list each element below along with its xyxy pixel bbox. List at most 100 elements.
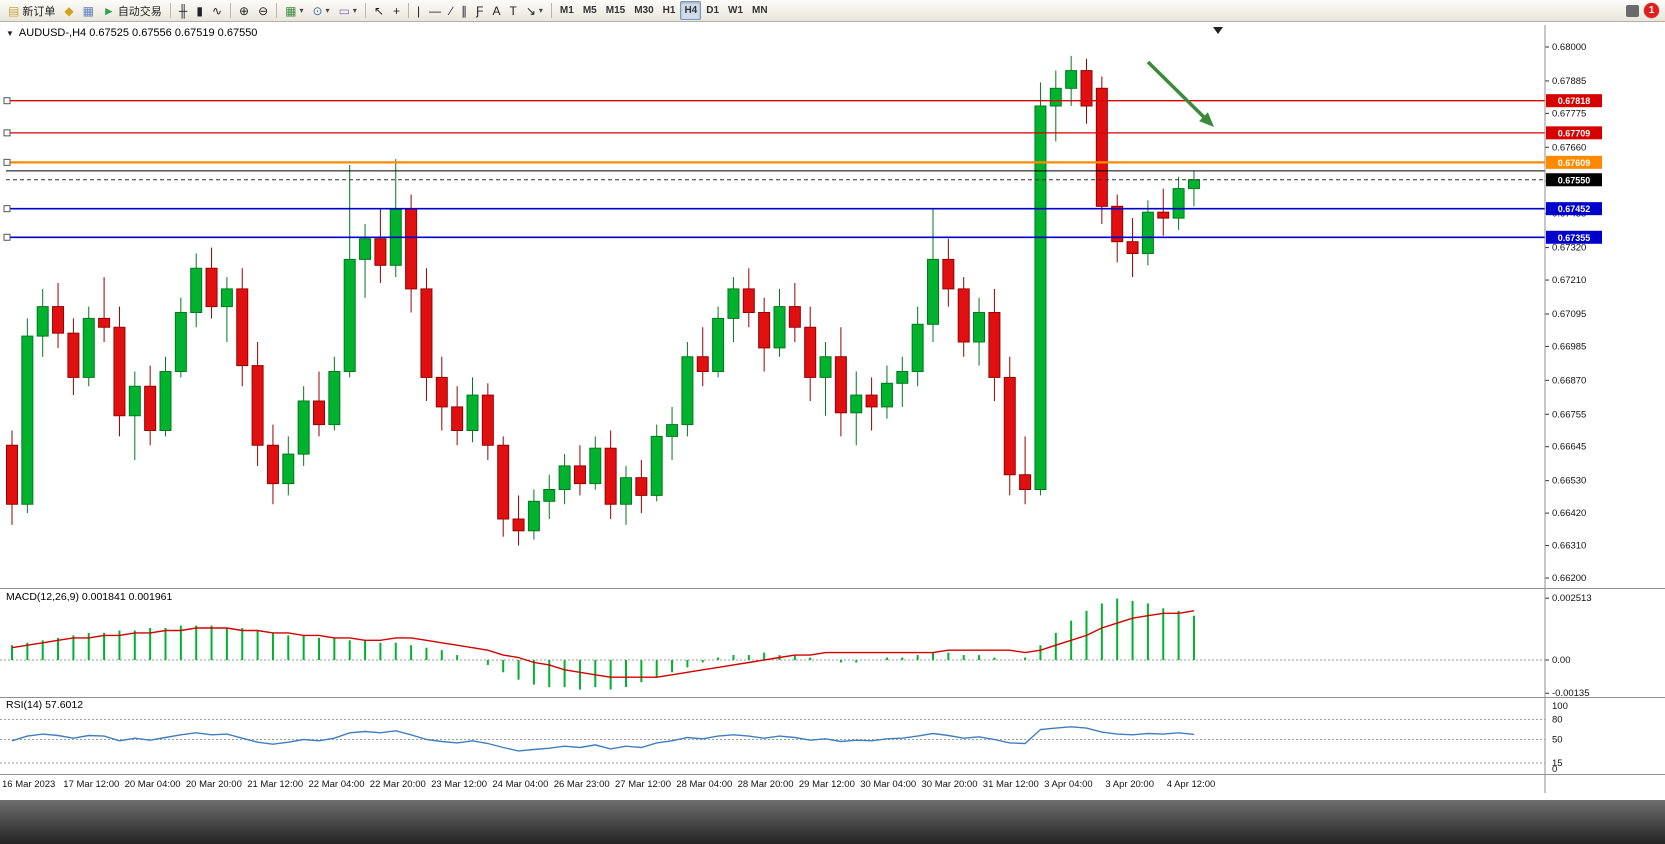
arrows-icon: ↘ [525, 3, 536, 18]
market-depth-button[interactable]: ▦ [79, 1, 98, 20]
toolbar-separator [230, 3, 231, 18]
horizontal-line-button[interactable]: — [425, 1, 445, 20]
arrow-head-icon [1199, 112, 1214, 127]
svg-text:0.67818: 0.67818 [1558, 96, 1591, 106]
toolbar: ▤ 新订单 ◆ ▦ ► 自动交易 ╫ ▮ ∿ ⊕ ⊖ ▦ ▾ ⊙ ▾ ▭ ▾ ↖ + | — ∕ ∥ Ƒ A T ↘ ▾ M1 M5 M15… [0, 0, 1665, 22]
svg-text:0.67885: 0.67885 [1552, 76, 1586, 87]
shift-marker-icon[interactable] [1213, 27, 1223, 34]
label-icon: T [509, 3, 517, 18]
svg-text:0.66645: 0.66645 [1552, 442, 1586, 453]
text-button[interactable]: A [488, 1, 504, 20]
toolbar-separator [550, 3, 552, 18]
dropdown-caret-icon: ▾ [325, 6, 330, 15]
auto-trading-button[interactable]: ► 自动交易 [99, 1, 166, 20]
profiles-button[interactable]: ⊙ ▾ [308, 1, 333, 20]
profiles-icon: ⊙ [312, 3, 323, 18]
line-handle[interactable] [3, 97, 11, 105]
label-button[interactable]: T [506, 1, 521, 20]
new-order-icon: ▤ [8, 3, 20, 18]
line-chart-icon: ∿ [211, 3, 222, 18]
new-chart-icon: ▦ [285, 3, 297, 18]
svg-text:0: 0 [1552, 764, 1557, 775]
timeframe-button-m15[interactable]: M15 [602, 1, 629, 20]
svg-text:0.66200: 0.66200 [1552, 573, 1586, 584]
vertical-line-icon: | [417, 3, 421, 18]
timeframe-label: MN [752, 5, 768, 16]
line-handle[interactable] [3, 205, 11, 213]
bar-chart-button[interactable]: ╫ [175, 1, 192, 20]
new-chart-button[interactable]: ▦ ▾ [281, 1, 307, 20]
templates-button[interactable]: ▭ ▾ [335, 1, 361, 20]
toolbar-separator [169, 3, 171, 18]
cursor-icon: ↖ [373, 3, 384, 18]
fibonacci-icon: Ƒ [476, 3, 484, 18]
timeframe-button-m30[interactable]: M30 [630, 1, 657, 20]
svg-text:100: 100 [1552, 701, 1568, 712]
toolbar-separator [408, 3, 409, 18]
candlestick-chart-icon: ▮ [196, 3, 203, 18]
zoom-in-button[interactable]: ⊕ [235, 1, 253, 20]
time-label: 4 Apr 12:00 [1167, 779, 1216, 790]
fibonacci-button[interactable]: Ƒ [472, 1, 487, 20]
timeframe-button-h4[interactable]: H4 [680, 1, 702, 20]
svg-text:0.67709: 0.67709 [1558, 128, 1591, 138]
timeframe-button-h1[interactable]: H1 [659, 1, 680, 20]
new-order-button-label: 新订单 [22, 5, 56, 18]
price-tag [1546, 230, 1602, 244]
line-handle[interactable] [3, 129, 11, 137]
svg-text:0.67660: 0.67660 [1552, 142, 1586, 153]
crosshair-button[interactable]: + [389, 1, 404, 20]
timeframe-label: H1 [662, 5, 676, 16]
timeframe-label: H4 [684, 5, 698, 16]
time-label: 17 Mar 12:00 [63, 779, 119, 790]
candlestick-chart-button[interactable]: ▮ [192, 1, 207, 20]
arrow-annotation[interactable] [1146, 60, 1207, 120]
text-icon: A [492, 3, 501, 18]
chart-title-bar: ▼ AUDUSD-,H4 0.67525 0.67556 0.67519 0.6… [6, 27, 257, 39]
templates-icon: ▭ [338, 3, 350, 18]
collapse-arrow-icon[interactable]: ▼ [6, 28, 14, 38]
svg-text:0.67775: 0.67775 [1552, 108, 1586, 119]
price-axis: 0.680000.678850.677750.676600.675450.674… [1545, 42, 1602, 775]
alerts-icon[interactable] [1626, 5, 1639, 17]
vertical-line-button[interactable]: | [413, 1, 424, 20]
time-label: 22 Mar 04:00 [309, 779, 365, 790]
channel-button[interactable]: ∥ [457, 1, 471, 20]
timeframe-button-w1[interactable]: W1 [724, 1, 747, 20]
svg-text:0.66755: 0.66755 [1552, 409, 1586, 420]
svg-text:0.67320: 0.67320 [1552, 243, 1586, 254]
time-label: 30 Mar 04:00 [860, 779, 916, 790]
svg-text:0.68000: 0.68000 [1552, 42, 1586, 53]
trendline-button[interactable]: ∕ [446, 1, 456, 20]
dropdown-caret-icon: ▾ [299, 6, 304, 15]
timeframe-button-mn[interactable]: MN [748, 1, 772, 20]
zoom-out-button[interactable]: ⊖ [254, 1, 272, 20]
cursor-button[interactable]: ↖ [370, 1, 388, 20]
main-pane [3, 55, 1545, 546]
notification-badge[interactable]: 1 [1644, 3, 1659, 18]
arrows-button[interactable]: ↘ ▾ [522, 1, 547, 20]
current-price-tag [1546, 173, 1602, 187]
svg-text:0.66985: 0.66985 [1552, 341, 1586, 352]
new-order-button[interactable]: ▤ 新订单 [4, 1, 59, 20]
time-label: 20 Mar 04:00 [125, 779, 181, 790]
metaeditor-button[interactable]: ◆ [60, 1, 77, 20]
trendline-icon: ∕ [450, 3, 453, 18]
price-tag [1546, 202, 1602, 216]
svg-text:0.66310: 0.66310 [1552, 541, 1586, 552]
line-handle[interactable] [3, 233, 11, 241]
svg-text:0.67095: 0.67095 [1552, 309, 1586, 320]
time-label: 21 Mar 12:00 [247, 779, 303, 790]
timeframe-button-m1[interactable]: M1 [556, 1, 578, 20]
line-chart-button[interactable]: ∿ [208, 1, 226, 20]
time-label: 24 Mar 04:00 [492, 779, 548, 790]
line-handle[interactable] [3, 158, 11, 166]
svg-text:0.00: 0.00 [1552, 655, 1571, 666]
timeframe-button-d1[interactable]: D1 [702, 1, 723, 20]
timeframe-button-m5[interactable]: M5 [579, 1, 601, 20]
timeframe-label: M5 [582, 5, 597, 16]
time-label: 27 Mar 12:00 [615, 779, 671, 790]
svg-text:0.67452: 0.67452 [1558, 204, 1591, 214]
timeframe-label: D1 [706, 5, 720, 16]
